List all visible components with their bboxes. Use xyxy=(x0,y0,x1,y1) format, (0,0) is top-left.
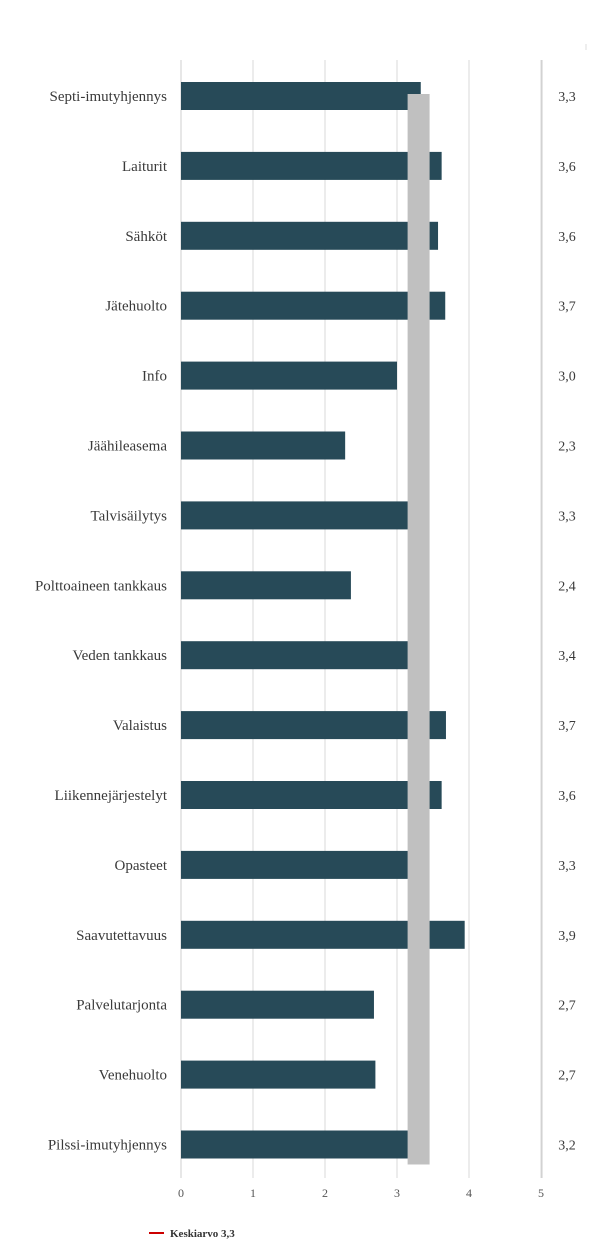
bar xyxy=(181,221,439,250)
value-label: 3,7 xyxy=(558,719,576,734)
category-label: Saavutettavuus xyxy=(76,928,167,944)
bar xyxy=(181,990,374,1019)
bar xyxy=(181,291,446,320)
value-label: 3,7 xyxy=(558,300,576,315)
category-label: Venehuolto xyxy=(99,1068,167,1084)
value-label: 2,4 xyxy=(558,579,576,594)
legend: Keskiarvo 3,3 xyxy=(149,1228,235,1240)
value-label: 3,6 xyxy=(558,230,576,245)
x-tick-label: 3 xyxy=(394,1186,400,1200)
category-label: Veden tankkaus xyxy=(72,648,167,664)
value-label: 2,7 xyxy=(558,1069,576,1084)
category-label: Liikennejärjestelyt xyxy=(55,788,168,804)
value-label: 3,3 xyxy=(558,859,576,874)
bar xyxy=(181,1130,412,1159)
x-tick-label: 0 xyxy=(178,1186,184,1200)
category-label: Info xyxy=(142,369,167,385)
bar xyxy=(181,1060,376,1089)
x-tick-label: 2 xyxy=(322,1186,328,1200)
category-label: Palvelutarjonta xyxy=(76,998,167,1014)
legend-label: Keskiarvo 3,3 xyxy=(170,1228,235,1240)
value-label: 3,9 xyxy=(558,929,576,944)
value-label: 3,3 xyxy=(558,90,576,105)
bar xyxy=(181,781,442,809)
category-label: Septi-imutyhjennys xyxy=(50,89,168,105)
category-label: Valaistus xyxy=(113,718,167,734)
category-label: Talvisäilytys xyxy=(91,508,168,524)
bar xyxy=(181,501,419,530)
category-label: Jätehuolto xyxy=(105,299,167,315)
category-label: Laiturit xyxy=(122,159,168,175)
value-label: 3,6 xyxy=(558,160,576,175)
bar xyxy=(181,361,397,390)
value-label: 2,3 xyxy=(558,440,576,455)
value-label: 3,4 xyxy=(558,649,576,664)
bar xyxy=(181,82,421,110)
value-label: 3,2 xyxy=(558,1139,576,1154)
category-label: Polttoaineen tankkaus xyxy=(35,578,167,594)
average-reference-band xyxy=(407,94,430,1165)
x-tick-label: 4 xyxy=(466,1186,472,1200)
category-label: Jäähileasema xyxy=(88,439,167,455)
category-labels: Septi-imutyhjennys Laiturit Sähköt Jätehuol… xyxy=(35,89,168,1154)
value-label: 3,3 xyxy=(558,509,576,524)
value-labels: 3,3 3,6 3,6 3,7 3,0 2,3 3,3 2,4 3,4 3,7 3,6 3,3 3,9 2… xyxy=(558,90,576,1154)
bar xyxy=(181,711,446,740)
bar xyxy=(181,151,442,180)
value-label: 3,0 xyxy=(558,370,576,385)
value-label: 2,7 xyxy=(558,999,576,1014)
bar xyxy=(181,431,346,460)
category-label: Opasteet xyxy=(115,858,168,874)
x-axis-ticks: 0 1 2 3 4 5 xyxy=(178,1186,544,1200)
bar xyxy=(181,571,351,600)
x-tick-label: 5 xyxy=(538,1186,544,1200)
bar xyxy=(181,850,419,879)
category-label: Sähköt xyxy=(125,229,168,245)
bar xyxy=(181,641,426,670)
x-tick-label: 1 xyxy=(250,1186,256,1200)
category-label: Pilssi-imutyhjennys xyxy=(48,1138,167,1154)
average-band xyxy=(407,94,430,1165)
value-label: 3,6 xyxy=(558,789,576,804)
